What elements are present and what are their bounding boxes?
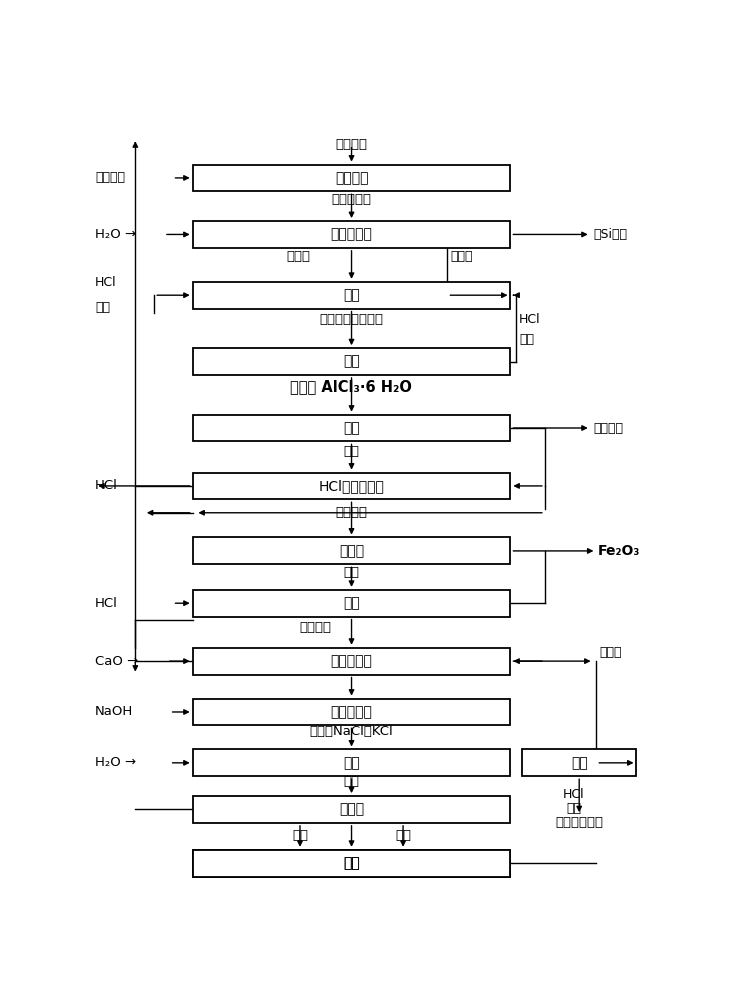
- Bar: [193, 699, 511, 725]
- Text: 含铝原料: 含铝原料: [336, 138, 367, 151]
- Bar: [522, 749, 636, 776]
- Text: 氯气: 氯气: [395, 829, 411, 842]
- Text: 烟雾: 烟雾: [343, 566, 359, 579]
- Bar: [193, 282, 511, 309]
- Text: 由结晶得到的浆料: 由结晶得到的浆料: [319, 313, 384, 326]
- Text: 烟雾: 烟雾: [343, 445, 359, 458]
- Text: HCl: HCl: [519, 313, 541, 326]
- Text: 合成: 合成: [343, 856, 360, 870]
- Text: 结晶的NaCl和KCl: 结晶的NaCl和KCl: [310, 725, 393, 738]
- Text: 合成: 合成: [343, 856, 360, 870]
- Text: 氯化物浆料: 氯化物浆料: [331, 193, 371, 206]
- Text: 结晶: 结晶: [343, 288, 360, 302]
- Bar: [193, 537, 511, 564]
- Text: HCl: HCl: [95, 276, 117, 289]
- Bar: [193, 590, 511, 617]
- Text: 浸出和沉淀: 浸出和沉淀: [330, 654, 372, 668]
- Text: 分离: 分离: [343, 355, 360, 369]
- Text: 废Si材料: 废Si材料: [593, 228, 627, 241]
- Text: 煮浓和结晶: 煮浓和结晶: [330, 705, 372, 719]
- Text: HCl吸收和精馏: HCl吸收和精馏: [319, 479, 384, 493]
- Bar: [193, 165, 511, 191]
- Text: 气体: 气体: [95, 301, 110, 314]
- Text: HCl: HCl: [562, 788, 585, 801]
- Text: 盐水: 盐水: [343, 775, 359, 788]
- Text: 煅烧: 煅烧: [571, 756, 588, 770]
- Text: Fe₂O₃: Fe₂O₃: [598, 544, 640, 558]
- Text: H₂O →: H₂O →: [95, 228, 137, 241]
- Text: 碱性废液: 碱性废液: [300, 621, 332, 634]
- Bar: [193, 415, 511, 441]
- Text: 气体: 气体: [566, 802, 581, 815]
- Text: 冶炼级氧化铝: 冶炼级氧化铝: [555, 816, 603, 829]
- Text: 结晶的 AlCl₃·6 H₂O: 结晶的 AlCl₃·6 H₂O: [290, 379, 412, 394]
- Text: CaO →: CaO →: [95, 655, 138, 668]
- Text: 膜电解: 膜电解: [339, 802, 364, 816]
- Bar: [193, 473, 511, 499]
- Bar: [193, 850, 511, 877]
- Text: 工业水: 工业水: [450, 250, 473, 263]
- Bar: [193, 348, 511, 375]
- Bar: [193, 796, 511, 823]
- Text: 气体: 气体: [519, 333, 534, 346]
- Text: 酸性废液: 酸性废液: [95, 171, 125, 184]
- Text: H₂O →: H₂O →: [95, 756, 137, 769]
- Text: 煅烧: 煅烧: [343, 421, 360, 435]
- Text: 氢气: 氢气: [292, 829, 308, 842]
- Bar: [193, 749, 511, 776]
- Text: HCl: HCl: [95, 597, 118, 610]
- Bar: [193, 850, 511, 877]
- Text: 澄清液: 澄清液: [287, 250, 310, 263]
- Text: 吸收: 吸收: [343, 596, 360, 610]
- Text: 酸性废液: 酸性废液: [336, 506, 367, 519]
- Text: 溶解: 溶解: [343, 756, 360, 770]
- Text: 分离和洗涤: 分离和洗涤: [330, 227, 372, 241]
- Text: 氧化铝: 氧化铝: [599, 646, 621, 659]
- Text: 粗氧化铝: 粗氧化铝: [593, 422, 624, 434]
- Text: 热水解: 热水解: [339, 544, 364, 558]
- Bar: [193, 648, 511, 675]
- Text: 酸性提取: 酸性提取: [335, 171, 368, 185]
- Bar: [193, 221, 511, 248]
- Text: HCl: HCl: [95, 479, 118, 492]
- Text: NaOH: NaOH: [95, 705, 134, 718]
